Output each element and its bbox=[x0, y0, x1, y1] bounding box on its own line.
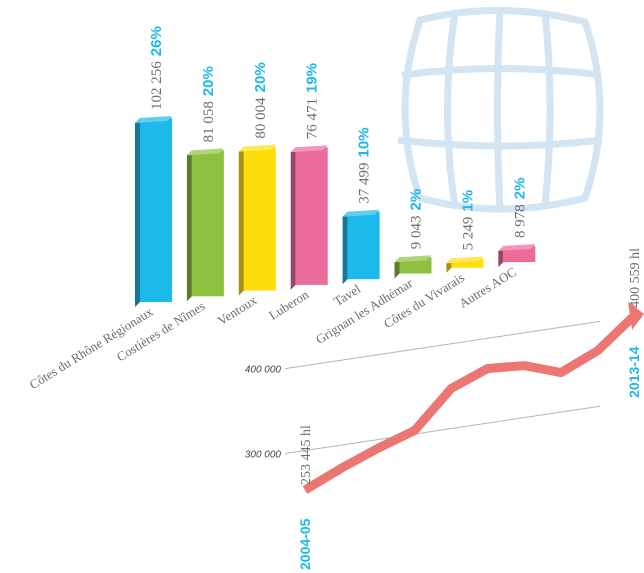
value-label: 8 978 bbox=[512, 204, 528, 238]
bar-top bbox=[135, 115, 172, 123]
bar-side bbox=[290, 147, 296, 290]
value-label: 9 043 bbox=[409, 215, 425, 249]
grid-line bbox=[284, 320, 601, 370]
value-label: 80 004 bbox=[253, 97, 269, 139]
bar-top bbox=[238, 144, 276, 152]
share-label: 2% bbox=[511, 178, 528, 200]
bar-top bbox=[186, 148, 224, 156]
bar-side bbox=[135, 117, 140, 307]
line bbox=[302, 312, 638, 494]
bar-top bbox=[342, 209, 380, 217]
bar bbox=[451, 258, 484, 268]
x-tick-label: 2004-05 bbox=[297, 518, 313, 570]
bar bbox=[140, 117, 172, 302]
bar-top bbox=[290, 145, 328, 153]
category-label: Ventoux bbox=[215, 292, 260, 328]
value-label: 37 499 bbox=[357, 162, 373, 203]
barrel-icon bbox=[397, 6, 604, 213]
bar-label: 80 004 20% bbox=[252, 62, 269, 138]
value-label: 81 058 bbox=[201, 101, 217, 142]
share-label: 20% bbox=[200, 66, 217, 96]
bar-label: 102 256 26% bbox=[148, 26, 165, 110]
bar-side bbox=[238, 146, 244, 296]
line-arrow bbox=[628, 301, 644, 330]
bar bbox=[347, 211, 380, 280]
bar-label: 81 058 20% bbox=[200, 66, 217, 142]
bar-label: 76 471 19% bbox=[304, 63, 321, 139]
share-label: 2% bbox=[408, 189, 425, 211]
value-label: 253 445 hl bbox=[299, 425, 314, 485]
x-tick-label: 2013-14 bbox=[626, 346, 642, 398]
bar-label: 37 499 10% bbox=[356, 127, 373, 203]
value-label: 76 471 bbox=[305, 98, 321, 139]
share-label: 20% bbox=[252, 62, 269, 92]
value-label: 102 256 bbox=[149, 61, 165, 110]
bar bbox=[243, 146, 276, 291]
bar-side bbox=[186, 150, 192, 302]
value-label: 400 559 hl bbox=[628, 248, 643, 308]
bar-top bbox=[498, 243, 536, 251]
share-label: 26% bbox=[148, 26, 165, 56]
bar-side bbox=[498, 245, 504, 268]
bar bbox=[191, 150, 224, 297]
bar-label: 9 043 2% bbox=[408, 189, 425, 249]
y-tick-label: 300 000 bbox=[245, 449, 282, 460]
share-label: 19% bbox=[304, 63, 321, 93]
y-tick-label: 400 000 bbox=[245, 365, 282, 376]
bar-label: 5 249 1% bbox=[459, 190, 476, 250]
bar-label: 8 978 2% bbox=[511, 178, 528, 238]
bar-top bbox=[394, 255, 432, 263]
grid-line bbox=[284, 405, 601, 454]
bar bbox=[295, 147, 328, 285]
bar-top bbox=[446, 256, 484, 264]
share-label: 10% bbox=[356, 127, 373, 157]
bar-side bbox=[342, 211, 348, 285]
value-label: 5 249 bbox=[460, 217, 476, 251]
bar-side bbox=[394, 257, 400, 279]
share-label: 1% bbox=[459, 190, 476, 212]
category-label: Autres AOC bbox=[456, 264, 519, 311]
category-label: Luberon bbox=[266, 286, 312, 322]
